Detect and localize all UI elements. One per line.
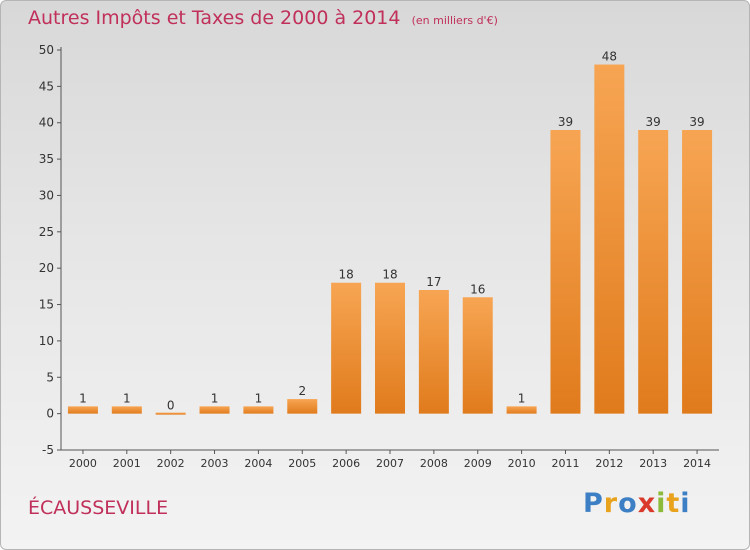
brand-letter: x (637, 488, 657, 519)
bar-value-label: 2 (298, 384, 306, 398)
bar-value-label: 17 (426, 275, 441, 289)
bar (155, 412, 186, 415)
chart-title: Autres Impôts et Taxes de 2000 à 2014 (28, 7, 401, 29)
bar (594, 64, 625, 414)
bar-value-label: 1 (255, 391, 263, 405)
bar-value-label: 1 (518, 391, 526, 405)
x-tick-label: 2009 (464, 457, 492, 470)
place-name: ÉCAUSSEVILLE (28, 497, 169, 519)
bar-value-label: 1 (211, 391, 219, 405)
bar (331, 282, 362, 414)
brand-letter: t (666, 488, 681, 519)
x-tick-label: 2012 (595, 457, 623, 470)
bar-value-label: 39 (558, 115, 573, 129)
x-tick-label: 2008 (420, 457, 448, 470)
x-tick-label: 2010 (508, 457, 536, 470)
x-tick-label: 2003 (201, 457, 229, 470)
bar-value-label: 1 (123, 391, 131, 405)
brand-letter: i (656, 488, 667, 519)
bar (638, 130, 669, 414)
bar (462, 297, 493, 414)
chart-title-line: Autres Impôts et Taxes de 2000 à 2014 (e… (28, 7, 498, 29)
y-tick-label: 5 (46, 370, 54, 384)
x-tick-label: 2004 (244, 457, 272, 470)
y-tick-label: 35 (39, 152, 54, 166)
bar (682, 130, 713, 414)
brand-letter: r (603, 488, 619, 519)
bar-value-label: 1 (79, 391, 87, 405)
x-tick-label: 2002 (157, 457, 185, 470)
bar (243, 406, 274, 414)
y-tick-label: 30 (39, 188, 54, 202)
bar (418, 290, 449, 414)
bar-value-label: 39 (689, 115, 704, 129)
brand-letter: i (680, 488, 691, 519)
x-tick-label: 2005 (288, 457, 316, 470)
x-tick-label: 2007 (376, 457, 404, 470)
x-tick-label: 2011 (551, 457, 579, 470)
bar (287, 399, 318, 414)
bar-value-label: 0 (167, 399, 175, 413)
y-tick-label: 50 (39, 43, 54, 57)
chart-unit: (en milliers d'€) (411, 14, 498, 27)
y-tick-label: 45 (39, 79, 54, 93)
x-tick-label: 2014 (683, 457, 711, 470)
brand-logo: Proxiti (583, 488, 691, 519)
y-tick-label: 10 (39, 334, 54, 348)
brand-letter: P (583, 488, 604, 519)
bar-value-label: 18 (338, 268, 353, 282)
y-tick-label: 0 (46, 407, 54, 421)
x-tick-label: 2006 (332, 457, 360, 470)
bar-value-label: 16 (470, 282, 485, 296)
y-tick-label: 15 (39, 298, 54, 312)
y-tick-label: 40 (39, 116, 54, 130)
bar-value-label: 18 (382, 268, 397, 282)
bar (375, 282, 405, 414)
bar-value-label: 48 (602, 50, 617, 64)
bar (199, 406, 230, 414)
x-tick-label: 2013 (639, 457, 667, 470)
y-tick-label: 20 (39, 261, 54, 275)
bar (111, 406, 142, 414)
bar (550, 130, 581, 414)
bar (506, 406, 537, 414)
x-tick-label: 2000 (69, 457, 97, 470)
y-tick-label: 25 (39, 225, 54, 239)
bar-value-label: 39 (646, 115, 661, 129)
y-tick-label: -5 (42, 443, 54, 457)
bar (67, 406, 98, 414)
brand-letter: o (618, 488, 638, 519)
x-tick-label: 2001 (113, 457, 141, 470)
